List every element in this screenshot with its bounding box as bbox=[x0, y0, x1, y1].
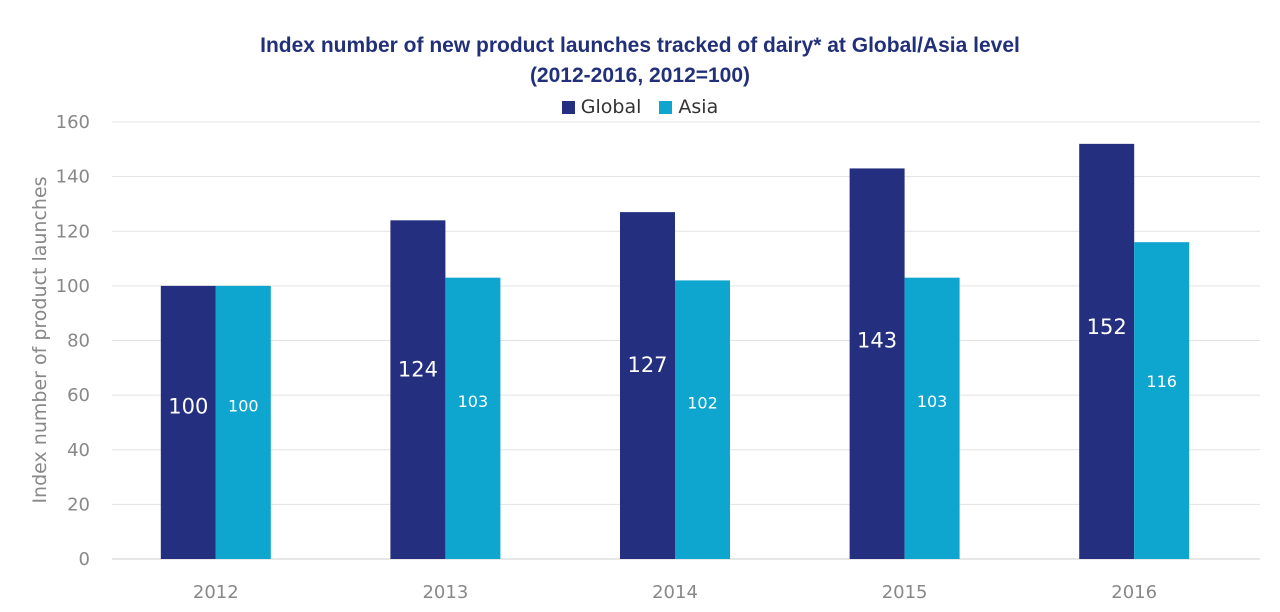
data-label-asia-2016: 116 bbox=[1146, 372, 1177, 391]
bar-global-2013 bbox=[390, 220, 446, 559]
x-tick-label: 2015 bbox=[882, 582, 928, 603]
bar-asia-2012 bbox=[215, 285, 271, 559]
data-label-global-2012: 100 bbox=[168, 394, 208, 418]
x-tick-labels: 2012 2013 2014 2015 2016 bbox=[193, 582, 1157, 603]
data-label-asia-2012: 100 bbox=[228, 397, 259, 416]
x-tick-label: 2012 bbox=[193, 582, 239, 603]
chart-title: Index number of new product launches tra… bbox=[260, 34, 1020, 57]
bar-global-2012 bbox=[160, 285, 216, 559]
data-labels: 100 100 124 103 127 102 143 103 152 116 bbox=[168, 315, 1177, 419]
chart-subtitle: (2012-2016, 2012=100) bbox=[529, 64, 751, 87]
bar-asia-2013 bbox=[445, 277, 501, 559]
bar-asia-2016 bbox=[1134, 242, 1190, 560]
legend-item-asia: Asia bbox=[659, 94, 718, 120]
data-label-asia-2014: 102 bbox=[687, 394, 718, 413]
bar-global-2016 bbox=[1079, 143, 1135, 559]
data-label-asia-2015: 103 bbox=[917, 392, 948, 411]
bars bbox=[160, 143, 1190, 560]
x-tick-label: 2014 bbox=[652, 582, 698, 603]
bar-global-2014 bbox=[620, 212, 675, 559]
y-tick-label: 140 bbox=[56, 167, 90, 188]
bar-asia-2014 bbox=[675, 280, 730, 559]
data-label-global-2014: 127 bbox=[627, 353, 667, 377]
bar-global-2015 bbox=[849, 168, 905, 559]
data-label-global-2016: 152 bbox=[1087, 315, 1127, 339]
y-axis-title: Index number of product launches bbox=[29, 176, 51, 503]
chart-legend: Global Asia bbox=[0, 94, 1280, 120]
y-tick-labels: 0 20 40 60 80 100 120 140 160 bbox=[56, 112, 90, 570]
y-tick-label: 120 bbox=[56, 221, 90, 242]
legend-label-global: Global bbox=[580, 96, 642, 118]
legend-swatch-global bbox=[561, 100, 575, 114]
y-tick-label: 160 bbox=[56, 112, 90, 133]
bar-asia-2015 bbox=[904, 277, 960, 559]
data-label-asia-2013: 103 bbox=[458, 392, 489, 411]
y-tick-label: 100 bbox=[56, 276, 90, 297]
y-tick-label: 20 bbox=[67, 494, 90, 515]
legend-label-asia: Asia bbox=[678, 96, 719, 118]
y-tick-label: 80 bbox=[67, 331, 90, 352]
x-tick-label: 2016 bbox=[1111, 582, 1157, 603]
legend-item-global: Global bbox=[561, 94, 642, 120]
y-tick-label: 0 bbox=[79, 549, 90, 570]
x-tick-label: 2013 bbox=[422, 582, 468, 603]
data-label-global-2015: 143 bbox=[857, 329, 897, 353]
y-tick-label: 40 bbox=[67, 440, 90, 461]
y-tick-label: 60 bbox=[67, 385, 90, 406]
data-label-global-2013: 124 bbox=[398, 358, 438, 382]
legend-swatch-asia bbox=[659, 100, 673, 114]
